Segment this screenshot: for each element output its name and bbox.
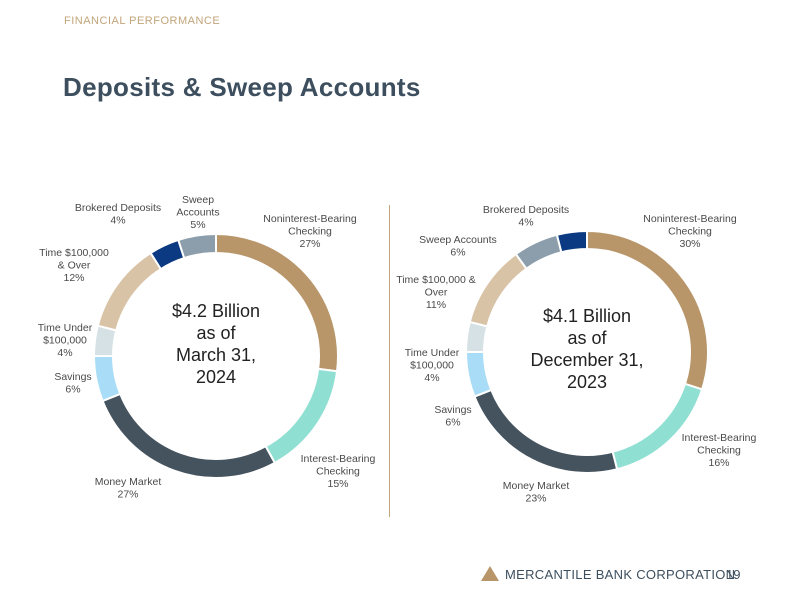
slice-label-time-over: Time $100,000 & Over 12% [39, 247, 109, 284]
slice-label-savings: Savings 6% [434, 404, 471, 429]
donut-slice-interest [611, 382, 704, 471]
slice-label-sweep: Sweep Accounts 6% [419, 234, 497, 259]
donut-center-label: $4.2 Billion as of March 31, 2024 [172, 301, 260, 387]
slice-label-savings: Savings 6% [54, 371, 91, 396]
donut-center-label: $4.1 Billion as of December 31, 2023 [530, 306, 643, 392]
donut-slice-time-over [96, 251, 163, 332]
slice-label-interest: Interest-Bearing Checking 16% [682, 432, 757, 469]
company-name: MERCANTILE BANK CORPORATION [505, 567, 736, 582]
donut-slice-money-market [101, 392, 277, 479]
donut-slice-savings [92, 355, 122, 403]
donut-chart-2: Noninterest-Bearing Checking 30% Interest-B… [396, 204, 756, 505]
donut-slice-time-over [468, 252, 528, 328]
chart-divider [389, 205, 390, 517]
page-number: 19 [726, 567, 741, 582]
slice-label-money-market: Money Market 27% [95, 476, 162, 501]
donut-chart-1: Noninterest-Bearing Checking 27% Interest-B… [38, 194, 376, 501]
page-title: Deposits & Sweep Accounts [63, 72, 421, 102]
company-logo-icon [481, 566, 499, 581]
slice-label-noninterest: Noninterest-Bearing Checking 27% [263, 213, 357, 250]
slice-label-noninterest: Noninterest-Bearing Checking 30% [643, 213, 737, 250]
donut-slice-savings [464, 351, 493, 398]
slice-label-money-market: Money Market 23% [503, 480, 570, 505]
slice-label-time-under: Time Under $100,000 4% [38, 322, 93, 359]
slice-label-brokered: Brokered Deposits 4% [75, 202, 161, 227]
slice-label-brokered: Brokered Deposits 4% [483, 204, 569, 229]
donut-slice-sweep [177, 232, 217, 260]
donut-slice-interest [264, 367, 339, 465]
donut-slice-sweep [514, 233, 563, 271]
slice-label-interest: Interest-Bearing Checking 15% [301, 453, 376, 490]
slice-label-sweep: Sweep Accounts 5% [176, 194, 219, 231]
slice-label-time-over: Time $100,000 & Over 11% [396, 274, 476, 311]
donut-slice-brokered [555, 229, 588, 254]
slice-label-time-under: Time Under $100,000 4% [405, 347, 460, 384]
section-label: FINANCIAL PERFORMANCE [64, 15, 221, 27]
donut-slice-money-market [473, 388, 619, 474]
